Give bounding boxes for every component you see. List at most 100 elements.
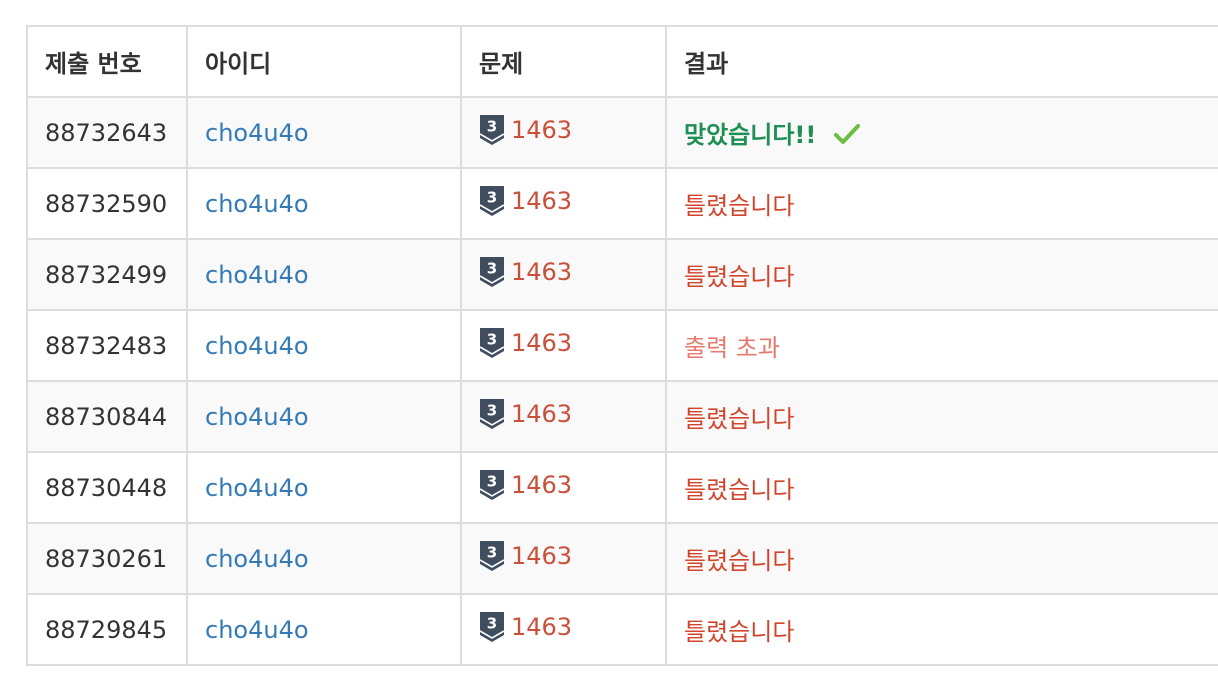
tier-badge-icon: 3 [479, 469, 505, 500]
svg-text:3: 3 [487, 401, 497, 419]
header-user-id: 아이디 [186, 25, 462, 98]
result-cell: 맞았습니다!! [665, 96, 1218, 169]
user-id-link[interactable]: cho4u4o [205, 473, 309, 502]
submission-id: 88732499 [45, 260, 168, 289]
problem-cell: 3 1463 [460, 96, 667, 169]
user-id-link[interactable]: cho4u4o [205, 544, 309, 573]
problem-cell: 3 1463 [460, 380, 667, 453]
user-id-link[interactable]: cho4u4o [205, 260, 309, 289]
table-body: 88732643 cho4u4o 3 1463 맞았습니다!! 88732590… [26, 96, 1218, 666]
submission-id-cell: 88732643 [26, 96, 188, 169]
problem-wrapper: 3 1463 [479, 327, 572, 359]
tier-badge-icon: 3 [479, 611, 505, 642]
submission-id-cell: 88730261 [26, 522, 188, 595]
header-problem: 문제 [460, 25, 667, 98]
problem-link[interactable]: 1463 [511, 399, 573, 428]
table-row: 88732590 cho4u4o 3 1463 틀렸습니다 [26, 167, 1218, 240]
user-id-cell: cho4u4o [186, 380, 462, 453]
result-cell: 틀렸습니다 [665, 522, 1218, 595]
tier-badge-icon: 3 [479, 540, 505, 571]
result-text: 맞았습니다!! [684, 121, 817, 149]
result-text: 틀렸습니다 [684, 618, 795, 646]
header-result: 결과 [665, 25, 1218, 98]
user-id-cell: cho4u4o [186, 167, 462, 240]
submission-id: 88730448 [45, 473, 168, 502]
table-header: 제출 번호 아이디 문제 결과 [26, 25, 1218, 98]
tier-badge-icon: 3 [479, 256, 505, 287]
problem-wrapper: 3 1463 [479, 398, 572, 430]
svg-text:3: 3 [487, 259, 497, 277]
tier-badge-icon: 3 [479, 327, 505, 358]
submission-id-cell: 88730844 [26, 380, 188, 453]
svg-text:3: 3 [487, 614, 497, 632]
result-text: 틀렸습니다 [684, 547, 795, 575]
check-icon [833, 124, 860, 144]
submission-id: 88729845 [45, 615, 168, 644]
problem-link[interactable]: 1463 [511, 186, 573, 215]
submission-id: 88730261 [45, 544, 168, 573]
user-id-cell: cho4u4o [186, 593, 462, 666]
svg-text:3: 3 [487, 330, 497, 348]
result-text: 출력 초과 [684, 334, 780, 362]
status-table-container: 제출 번호 아이디 문제 결과 88732643 cho4u4o 3 1463 [26, 25, 1218, 667]
problem-link[interactable]: 1463 [511, 470, 573, 499]
header-submission-id: 제출 번호 [26, 25, 188, 98]
table-row: 88732483 cho4u4o 3 1463 출력 초과 [26, 309, 1218, 382]
tier-badge-icon: 3 [479, 114, 505, 145]
result-cell: 틀렸습니다 [665, 380, 1218, 453]
user-id-link[interactable]: cho4u4o [205, 615, 309, 644]
problem-cell: 3 1463 [460, 451, 667, 524]
user-id-link[interactable]: cho4u4o [205, 189, 309, 218]
problem-wrapper: 3 1463 [479, 469, 572, 501]
problem-link[interactable]: 1463 [511, 328, 573, 357]
submission-id-cell: 88732483 [26, 309, 188, 382]
submission-id: 88730844 [45, 402, 168, 431]
problem-link[interactable]: 1463 [511, 541, 573, 570]
tier-badge-icon: 3 [479, 398, 505, 429]
table-header-row: 제출 번호 아이디 문제 결과 [26, 25, 1218, 98]
submission-id: 88732483 [45, 331, 168, 360]
problem-link[interactable]: 1463 [511, 257, 573, 286]
user-id-cell: cho4u4o [186, 451, 462, 524]
submission-id-cell: 88730448 [26, 451, 188, 524]
svg-text:3: 3 [487, 472, 497, 490]
submission-id-cell: 88732499 [26, 238, 188, 311]
problem-cell: 3 1463 [460, 238, 667, 311]
problem-link[interactable]: 1463 [511, 115, 573, 144]
user-id-link[interactable]: cho4u4o [205, 331, 309, 360]
result-text: 틀렸습니다 [684, 476, 795, 504]
result-text: 틀렸습니다 [684, 405, 795, 433]
user-id-cell: cho4u4o [186, 522, 462, 595]
svg-text:3: 3 [487, 117, 497, 135]
problem-wrapper: 3 1463 [479, 114, 572, 146]
problem-wrapper: 3 1463 [479, 256, 572, 288]
result-text: 틀렸습니다 [684, 192, 795, 220]
svg-text:3: 3 [487, 543, 497, 561]
problem-wrapper: 3 1463 [479, 185, 572, 217]
table-row: 88732643 cho4u4o 3 1463 맞았습니다!! [26, 96, 1218, 169]
problem-wrapper: 3 1463 [479, 611, 572, 643]
user-id-link[interactable]: cho4u4o [205, 118, 309, 147]
problem-cell: 3 1463 [460, 167, 667, 240]
problem-cell: 3 1463 [460, 522, 667, 595]
submission-id-cell: 88732590 [26, 167, 188, 240]
submission-id: 88732643 [45, 118, 168, 147]
table-row: 88730261 cho4u4o 3 1463 틀렸습니다 [26, 522, 1218, 595]
problem-link[interactable]: 1463 [511, 612, 573, 641]
svg-text:3: 3 [487, 188, 497, 206]
user-id-cell: cho4u4o [186, 309, 462, 382]
tier-badge-icon: 3 [479, 185, 505, 216]
result-cell: 틀렸습니다 [665, 238, 1218, 311]
result-text: 틀렸습니다 [684, 263, 795, 291]
result-cell: 출력 초과 [665, 309, 1218, 382]
table-row: 88730448 cho4u4o 3 1463 틀렸습니다 [26, 451, 1218, 524]
submission-id-cell: 88729845 [26, 593, 188, 666]
user-id-cell: cho4u4o [186, 96, 462, 169]
result-cell: 틀렸습니다 [665, 167, 1218, 240]
result-cell: 틀렸습니다 [665, 451, 1218, 524]
submission-status-table: 제출 번호 아이디 문제 결과 88732643 cho4u4o 3 1463 [26, 25, 1218, 666]
user-id-cell: cho4u4o [186, 238, 462, 311]
problem-cell: 3 1463 [460, 309, 667, 382]
user-id-link[interactable]: cho4u4o [205, 402, 309, 431]
table-row: 88732499 cho4u4o 3 1463 틀렸습니다 [26, 238, 1218, 311]
